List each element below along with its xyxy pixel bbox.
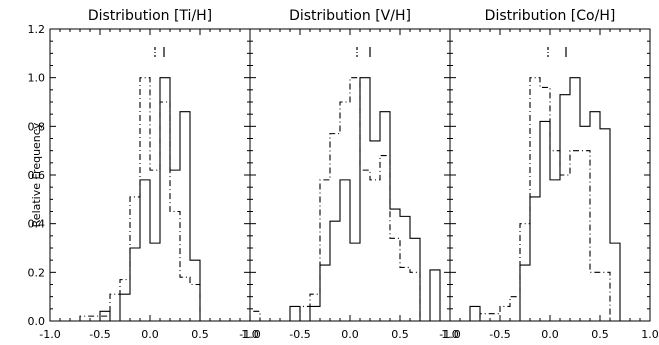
x-tick-label: 1.0 (641, 328, 659, 341)
x-tick-label: -0.5 (89, 328, 110, 341)
histogram-solid (250, 77, 441, 322)
panel-title: Distribution [V/H] (289, 8, 411, 24)
panel-title: Distribution [Ti/H] (88, 8, 212, 24)
x-tick-label: 0.5 (191, 328, 209, 341)
y-tick-label: 0.4 (28, 218, 46, 231)
x-tick-label: 0.5 (591, 328, 609, 341)
y-axis-label: Relative Frequency (30, 122, 43, 227)
panel-3: Distribution [Co/H] -1.0 -0.5 0.0 0.5 1.0 (439, 8, 658, 341)
histogram-dash-dot (470, 77, 620, 322)
y-tick-label: 1.0 (28, 72, 46, 85)
x-tick-label: -0.5 (289, 328, 310, 341)
y-tick-label: 0.8 (28, 120, 46, 133)
x-tick-label: -1.0 (439, 328, 460, 341)
plot-frame (49, 28, 251, 322)
histogram-solid (469, 77, 621, 322)
x-tick-label: 1.0 (241, 328, 259, 341)
y-tick-label: 1.2 (28, 23, 46, 36)
panel-title: Distribution [Co/H] (485, 8, 616, 24)
panels: Distribution [Ti/H] -1.0 -0.5 0.0 0.5 1.0 0.0 0… (28, 8, 659, 341)
x-tick-label: 0.0 (341, 328, 359, 341)
x-tick-label: -0.5 (489, 328, 510, 341)
x-tick-label: 0.5 (391, 328, 409, 341)
x-tick-label: 0.0 (541, 328, 559, 341)
y-tick-label: 0.0 (28, 315, 46, 328)
panel-2: Distribution [V/H] -1.0 -0.5 0.0 0.5 1.0 (239, 8, 458, 341)
y-tick-label: 0.6 (28, 169, 46, 182)
x-tick-label: 1.0 (441, 328, 459, 341)
y-tick-label: 0.2 (28, 266, 46, 279)
histogram-solid (80, 77, 210, 322)
panel-1: Distribution [Ti/H] -1.0 -0.5 0.0 0.5 1.0 0.0 0… (28, 8, 259, 341)
histogram-dash-dot (249, 77, 440, 322)
x-tick-label: -1.0 (39, 328, 60, 341)
histogram-dash-dot (79, 77, 210, 322)
x-tick-label: -1.0 (239, 328, 260, 341)
x-tick-label: 0.0 (141, 328, 159, 341)
